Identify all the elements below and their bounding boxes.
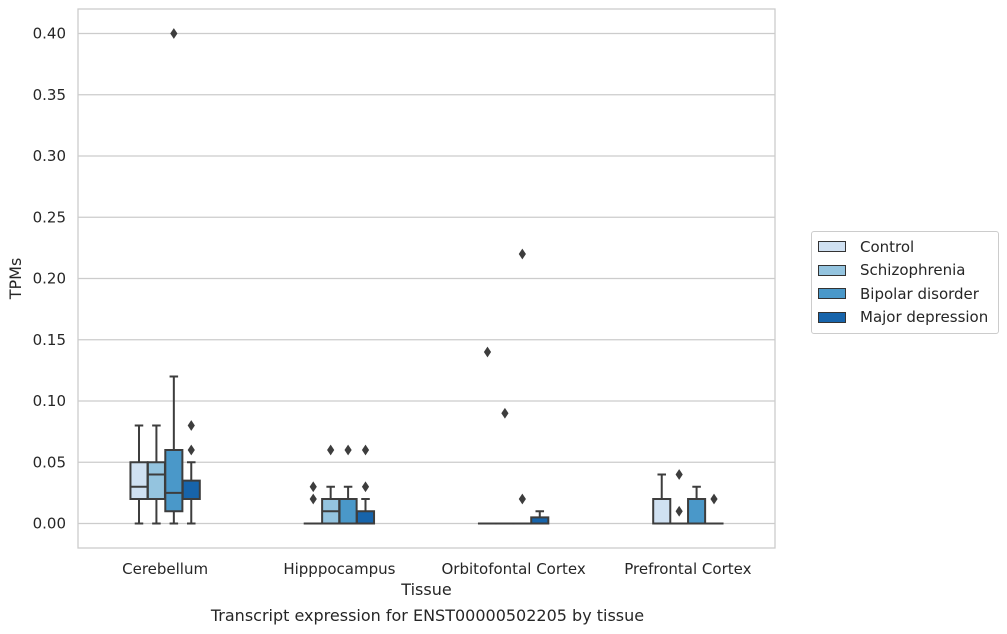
legend-label: Bipolar disorder	[860, 284, 979, 303]
box-iqr	[181, 479, 201, 500]
box-iqr	[652, 498, 672, 525]
outlier-marker	[518, 493, 526, 505]
box-major-depression	[355, 444, 376, 525]
y-tick-label: 0.20	[33, 270, 66, 288]
box-iqr	[146, 461, 166, 500]
outlier-marker	[187, 420, 195, 431]
box-bipolar-disorder	[687, 485, 707, 525]
y-tick-labels: 0.00 0.05 0.10 0.15 0.20 0.25 0.30 0.35 0.40	[33, 25, 66, 533]
outlier-marker	[518, 248, 526, 260]
box-control	[129, 424, 149, 525]
y-tick-label: 0.30	[33, 147, 66, 165]
legend-label: Major depression	[860, 308, 989, 327]
box-major-depression	[704, 493, 724, 525]
outlier-marker	[170, 28, 178, 39]
box-major-depression	[530, 510, 550, 525]
chart-title: Transcript expression for ENST0000050220…	[210, 606, 645, 625]
y-tick-label: 0.05	[33, 453, 66, 471]
legend-item: Bipolar disorder	[812, 282, 998, 306]
outlier-marker	[309, 493, 317, 505]
legend-swatch	[818, 311, 846, 323]
outlier-marker	[187, 444, 195, 456]
box-schizophrenia	[669, 469, 689, 525]
legend-item: Control	[812, 235, 998, 259]
outlier-marker	[327, 444, 335, 456]
outlier-marker	[501, 407, 509, 419]
box-major-depression	[181, 420, 201, 525]
y-tick-label: 0.35	[33, 86, 66, 104]
outlier-marker	[361, 481, 370, 493]
legend-swatch	[818, 288, 846, 300]
x-tick-label: Orbitofontal Cortex	[442, 560, 586, 578]
legend-item: Major depression	[812, 306, 998, 330]
outlier-marker	[361, 444, 370, 456]
outlier-marker	[710, 493, 718, 505]
box-schizophrenia	[321, 444, 341, 525]
y-tick-label: 0.15	[33, 331, 66, 349]
box-bipolar-disorder	[338, 444, 358, 525]
outlier-marker	[675, 505, 683, 517]
x-axis-label: Tissue	[400, 580, 451, 599]
x-tick-label: Prefrontal Cortex	[624, 560, 751, 578]
y-tick-label: 0.10	[33, 392, 66, 410]
outlier-marker	[675, 469, 683, 480]
outlier-marker	[483, 346, 492, 358]
x-tick-label: Hipppocampus	[283, 560, 395, 578]
box-iqr	[338, 498, 358, 525]
box-control	[652, 473, 672, 525]
legend-item: Schizophrenia	[812, 259, 998, 283]
box-bipolar-disorder	[512, 248, 532, 525]
y-axis-label: TPMs	[6, 258, 25, 301]
box-control	[477, 346, 498, 525]
box-schizophrenia	[146, 424, 166, 525]
plot-frame	[77, 8, 776, 549]
x-tick-labels: Cerebellum Hipppocampus Orbitofontal Corte…	[122, 560, 751, 578]
outlier-marker	[344, 444, 352, 456]
outlier-marker	[309, 481, 317, 493]
legend-swatch	[818, 241, 846, 253]
box-iqr	[687, 498, 707, 525]
x-tick-label: Cerebellum	[122, 560, 208, 578]
box-iqr	[129, 461, 149, 500]
box-bipolar-disorder	[164, 28, 184, 525]
box-iqr	[355, 510, 376, 525]
y-tick-label: 0.00	[33, 515, 66, 533]
y-tick-label: 0.40	[33, 25, 66, 43]
legend: Control Schizophrenia Bipolar disorder Majo…	[811, 231, 999, 334]
box-elements	[129, 28, 724, 525]
legend-swatch	[818, 264, 846, 276]
y-tick-label: 0.25	[33, 208, 66, 226]
box-iqr	[164, 449, 184, 513]
box-control	[303, 481, 323, 525]
legend-label: Control	[860, 237, 915, 256]
box-schizophrenia	[495, 407, 515, 525]
legend-label: Schizophrenia	[860, 261, 966, 280]
